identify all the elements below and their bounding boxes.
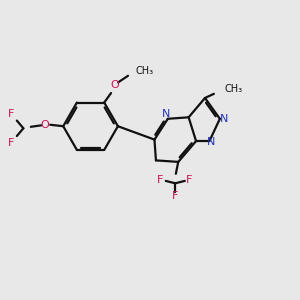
Text: CH₃: CH₃	[135, 66, 154, 76]
Text: N: N	[162, 109, 170, 119]
Text: F: F	[186, 175, 193, 185]
Text: O: O	[110, 80, 119, 90]
Text: F: F	[8, 109, 14, 119]
Text: O: O	[40, 120, 49, 130]
Text: F: F	[157, 175, 164, 185]
Text: CH₃: CH₃	[224, 84, 242, 94]
Text: N: N	[207, 137, 215, 147]
Text: N: N	[220, 114, 229, 124]
Text: F: F	[172, 191, 178, 201]
Text: F: F	[8, 138, 14, 148]
